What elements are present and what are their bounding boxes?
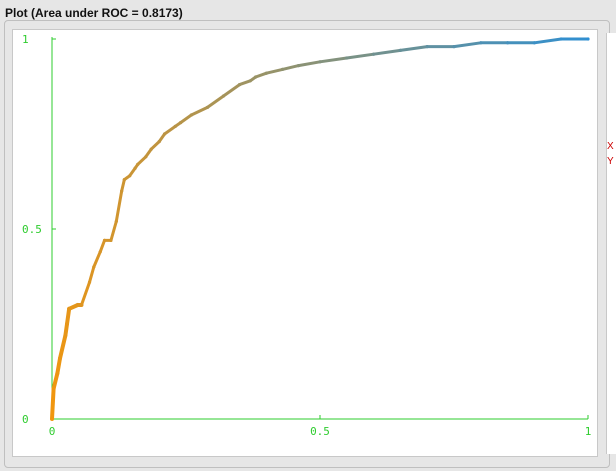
roc-point (398, 48, 402, 52)
roc-segment (345, 52, 376, 60)
roc-point (144, 155, 148, 159)
plot-area: 0 0.5 1 0 0.5 1 (12, 29, 598, 457)
roc-point (559, 37, 563, 41)
roc-point (122, 178, 126, 182)
roc-point (221, 94, 226, 98)
roc-point (162, 132, 167, 136)
roc-segment (98, 238, 107, 254)
roc-segment (55, 356, 63, 376)
roc-point (149, 147, 153, 151)
roc-point (98, 250, 102, 254)
roc-point (109, 238, 113, 242)
roc-point (120, 189, 124, 193)
roc-segment (92, 250, 102, 269)
roc-point (50, 417, 54, 421)
roc-segment (452, 41, 483, 49)
roc-segment (264, 67, 284, 75)
roc-point (52, 387, 56, 391)
roc-point (79, 303, 84, 307)
roc-segment (222, 83, 242, 98)
roc-point (372, 52, 376, 56)
side-panel-mark-x: X (607, 142, 614, 152)
roc-point (157, 140, 161, 144)
roc-point (532, 41, 537, 45)
roc-point (128, 174, 132, 178)
roc-point (479, 41, 483, 45)
roc-segment (254, 71, 268, 79)
roc-segment (163, 124, 177, 136)
roc-segment (51, 371, 60, 391)
roc-segment (79, 280, 92, 307)
roc-point (179, 121, 183, 125)
roc-segment (280, 64, 301, 71)
roc-point (506, 41, 510, 45)
side-panel-edge (606, 33, 616, 454)
roc-point (63, 333, 67, 337)
roc-curve (50, 37, 590, 421)
roc-point (254, 75, 258, 79)
roc-segment (532, 37, 563, 45)
y-tick-label: 0 (22, 413, 29, 426)
y-tick-label: 1 (22, 33, 29, 46)
chart-ticks: 0 0.5 1 0 0.5 1 (22, 33, 591, 438)
x-tick-label: 0.5 (310, 425, 330, 438)
roc-point (102, 238, 107, 242)
roc-segment (65, 306, 72, 326)
roc-point (55, 371, 59, 375)
roc-point (586, 37, 590, 41)
roc-point (87, 280, 92, 284)
x-tick-label: 0 (49, 425, 56, 438)
side-panel-mark-y: Y (607, 157, 614, 167)
roc-segment (189, 105, 209, 117)
roc-point (67, 307, 71, 311)
roc-point (114, 219, 118, 223)
roc-segment (238, 79, 252, 87)
roc-point (425, 45, 429, 49)
roc-point (318, 60, 322, 64)
roc-segment (372, 48, 402, 56)
roc-segment (136, 155, 148, 166)
roc-segment (120, 178, 126, 193)
roc-segment (149, 140, 161, 151)
roc-point (280, 67, 285, 71)
roc-point (133, 166, 137, 170)
roc-point (92, 265, 96, 269)
chart-axes (51, 37, 588, 420)
roc-point (264, 71, 268, 75)
y-tick-label: 0.5 (22, 223, 42, 236)
roc-segment (58, 333, 68, 361)
roc-point (205, 105, 210, 109)
roc-point (296, 64, 301, 68)
roc-segment (398, 45, 429, 52)
roc-point (65, 322, 69, 326)
roc-point (58, 356, 62, 360)
roc-point (76, 303, 80, 307)
x-tick-label: 1 (585, 425, 592, 438)
window-title: Plot (Area under ROC = 0.8173) (5, 6, 183, 20)
roc-segment (88, 265, 96, 284)
roc-segment (205, 94, 226, 109)
roc-segment (318, 56, 349, 64)
roc-point (452, 45, 456, 49)
roc-point (173, 124, 177, 128)
roc-segment (179, 113, 193, 125)
roc-point (136, 162, 140, 166)
roc-chart: 0 0.5 1 0 0.5 1 (22, 33, 591, 438)
roc-point (345, 56, 349, 60)
title-bar: Plot (Area under ROC = 0.8173) (0, 0, 616, 22)
roc-segment (297, 60, 322, 68)
roc-segment (114, 189, 124, 223)
roc-point (248, 79, 252, 83)
roc-segment (50, 386, 56, 421)
roc-segment (109, 219, 118, 242)
roc-point (238, 83, 242, 87)
roc-point (189, 113, 193, 117)
